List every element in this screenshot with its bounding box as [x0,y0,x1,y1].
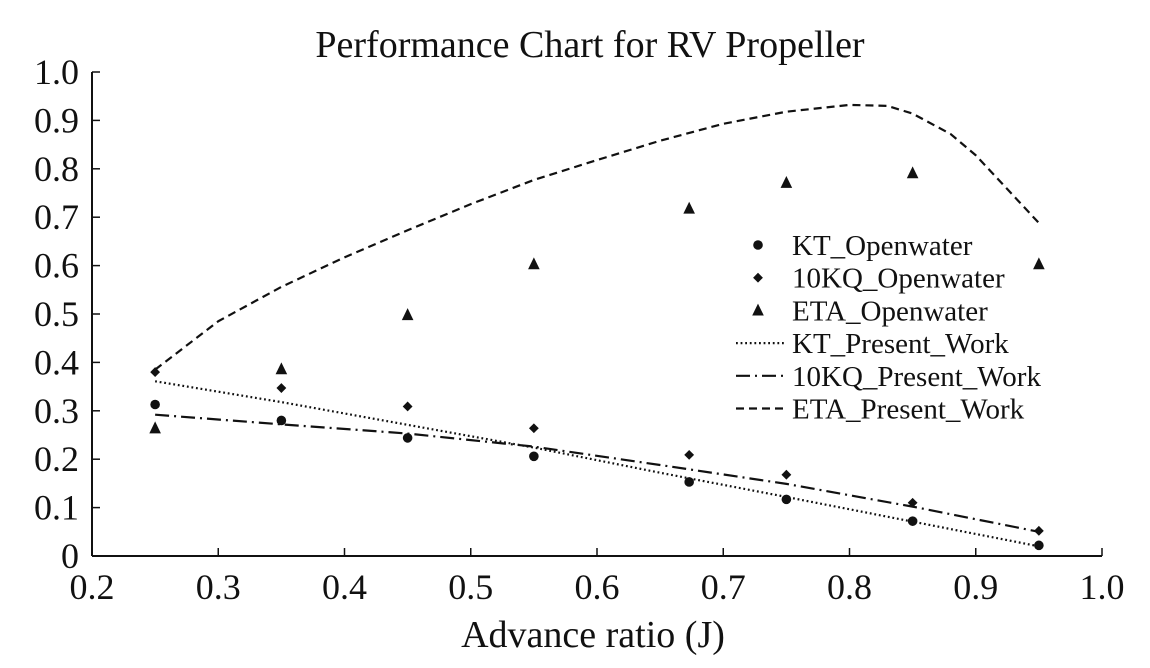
x-tick-label: 0.3 [196,567,241,607]
legend-eta-openwater-marker [752,303,764,316]
x-tick-label: 0.2 [70,567,115,607]
y-tick-label: 0.3 [34,391,79,431]
legend-eta-openwater-label: ETA_Openwater [792,295,988,327]
eta-openwater-point [906,166,919,179]
chart-title: Performance Chart for RV Propeller [315,24,865,66]
eta-openwater-point [275,362,288,375]
x-tick-label: 0.5 [448,567,493,607]
legend-kt-present-work-label: KT_Present_Work [792,328,1009,360]
x-tick-label: 0.7 [701,567,746,607]
10kq-present-work-line [155,413,1040,533]
eta-present-work-line [154,103,1040,371]
x-axis-label: Advance ratio (J) [461,614,725,656]
kt-openwater-point [1034,540,1044,551]
10kq-openwater-point [276,383,287,393]
legend-kt-openwater-marker [753,240,763,250]
y-tick-label: 0.4 [34,342,79,382]
legend-10kq-present-work-label: 10KQ_Present_Work [792,361,1041,393]
x-tick-label: 1.0 [1080,567,1125,607]
y-tick-label: 0.7 [34,197,79,237]
eta-openwater-point [1033,257,1045,270]
y-tick-label: 0.5 [34,294,79,334]
legend-eta-present-work-label: ETA_Present_Work [792,394,1025,426]
eta-openwater-point [683,201,695,214]
y-tick-label: 0.9 [34,100,79,140]
x-tick-label: 0.6 [575,567,620,607]
10kq-openwater-point [1033,525,1044,536]
y-tick-label: 0.1 [34,488,79,528]
legend-kt-openwater-label: KT_Openwater [792,230,973,262]
10kq-openwater-point [781,469,792,480]
y-tick-label: 0 [61,536,79,576]
eta-openwater-point [149,421,161,434]
10kq-openwater-point [684,449,695,460]
series-lines-group [154,103,1040,548]
y-tick-label: 0.6 [34,246,79,286]
x-tick-label: 0.4 [322,567,367,607]
10kq-openwater-point [150,367,161,377]
kt-openwater-point [781,494,792,505]
kt-openwater-point [402,433,413,443]
10kq-openwater-point [402,401,413,412]
kt-openwater-point [276,415,287,426]
10kq-openwater-point [528,423,539,434]
kt-openwater-point [529,451,539,462]
y-tick-label: 0.8 [34,149,79,189]
legend: KT_Openwater10KQ_OpenwaterETA_OpenwaterK… [736,230,1041,426]
kt-openwater-point [907,516,918,526]
eta-openwater-point [528,257,540,270]
series-markers-group [149,166,1045,551]
y-tick-label: 0.2 [34,439,79,479]
legend-10kq-openwater-label: 10KQ_Openwater [792,263,1005,295]
axes-group: 0.2 0.3 0.4 0.5 0.6 0.7 0.8 0.9 1.0 0 0.1 0.2 0.3 0.4… [34,52,1125,607]
eta-openwater-point [780,176,793,188]
y-tick-label: 1.0 [34,52,79,92]
kt-openwater-point [684,477,694,487]
legend-10kq-openwater-marker [753,272,763,283]
eta-openwater-point [401,308,414,321]
10kq-openwater-point [907,497,918,508]
x-tick-label: 0.8 [827,567,872,607]
x-tick-label: 0.9 [953,567,998,607]
kt-openwater-point [150,399,160,410]
